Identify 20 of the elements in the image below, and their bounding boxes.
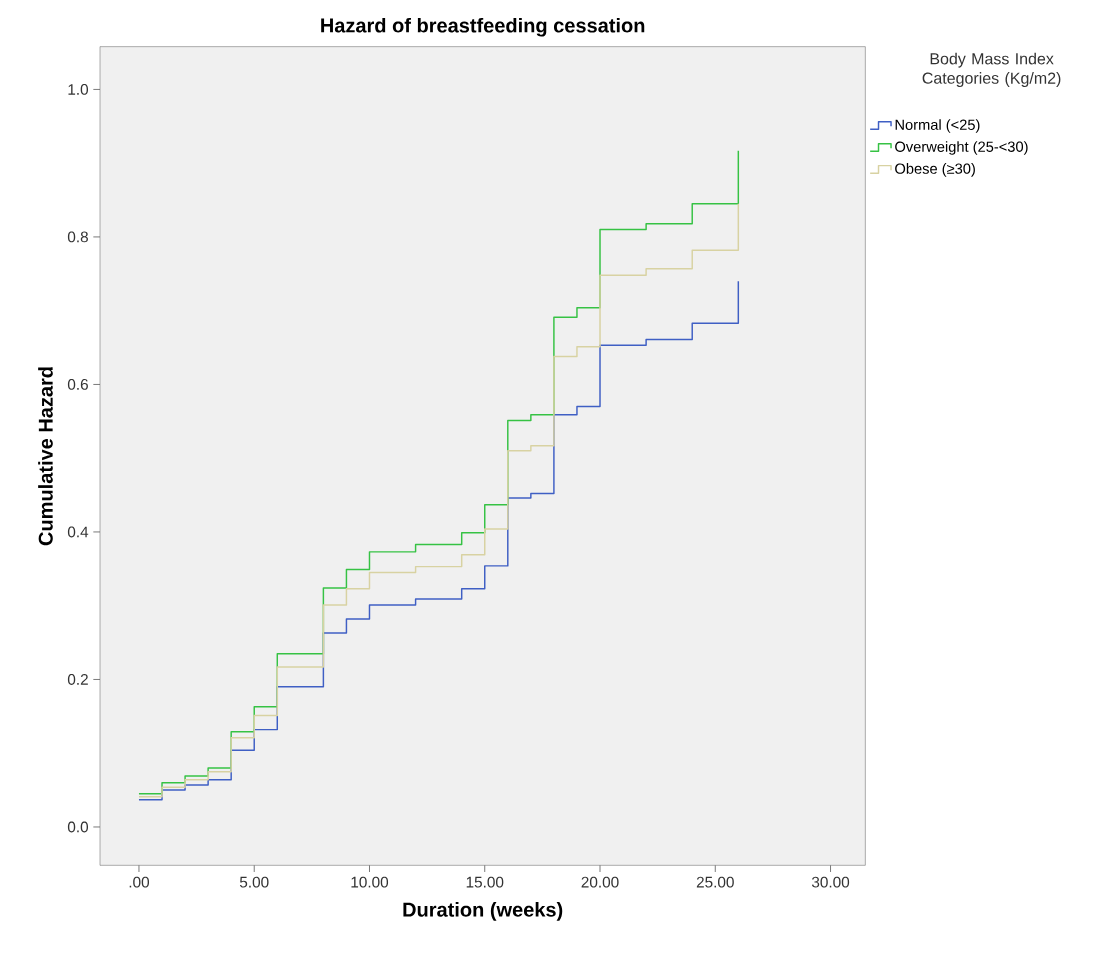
y-tick-label: 0.2 <box>67 674 88 686</box>
y-tick-label: 0.4 <box>67 526 89 538</box>
y-tick-label: 1.0 <box>68 84 89 96</box>
x-tick-label: 15.00 <box>466 876 504 888</box>
legend-title: Body Mass Index Categories (Kg/m2) <box>922 52 1061 88</box>
x-tick-label: 25.00 <box>696 876 734 888</box>
x-tick-label: 10.00 <box>351 876 389 888</box>
legend-label: Obese (≥30) <box>895 163 975 177</box>
x-tick-label: 30.00 <box>811 876 850 888</box>
legend-label: Normal (<25) <box>895 119 980 134</box>
x-tick-label: 5.00 <box>239 876 269 888</box>
x-tick-label: 20.00 <box>581 876 619 888</box>
legend-label: Overweight (25-<30) <box>895 141 1028 155</box>
chart-title: Hazard of breastfeeding cessation <box>321 18 645 37</box>
y-axis-title: Cumulative Hazard <box>38 367 53 546</box>
x-axis-title: Duration (weeks) <box>403 902 563 921</box>
y-tick-label: 0.8 <box>67 231 88 243</box>
y-tick-label: 0.0 <box>67 821 89 833</box>
y-tick-label: 0.6 <box>67 379 88 391</box>
x-tick-label: .00 <box>129 876 150 888</box>
